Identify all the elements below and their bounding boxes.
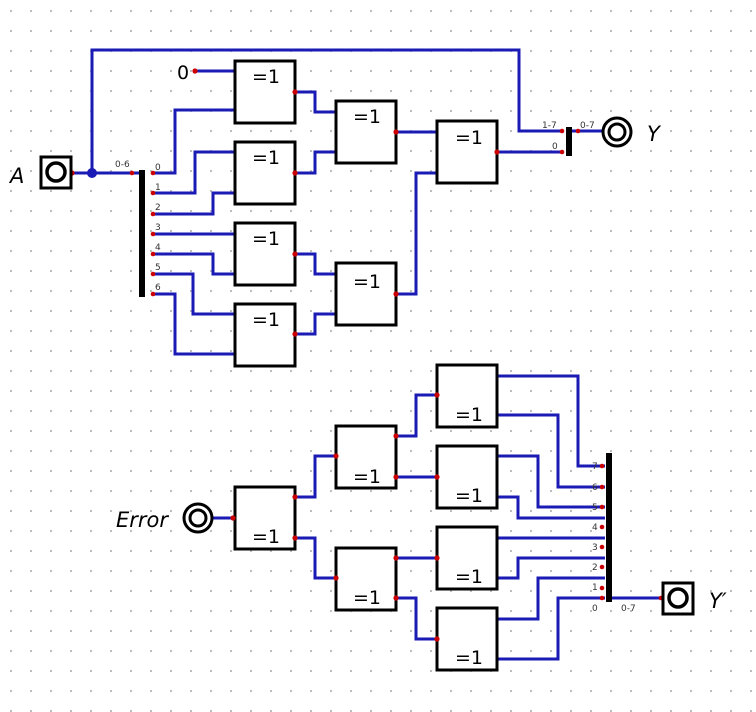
wire-bit-6 bbox=[153, 292, 234, 356]
xor-gate[interactable] bbox=[435, 444, 499, 510]
wire-g3-g6 bbox=[295, 252, 336, 276]
xor-gate[interactable] bbox=[334, 261, 398, 327]
combiner-pin-label: 6 bbox=[592, 483, 598, 493]
splitter-pin-label: 0 bbox=[155, 163, 161, 173]
xor-gate-label: =1 bbox=[353, 466, 381, 488]
combiner-pin-label: 1 bbox=[592, 583, 598, 593]
xor-gate[interactable] bbox=[233, 485, 297, 551]
combiner-y-out-label: 0-7 bbox=[580, 121, 595, 131]
xor-gate-label: =1 bbox=[455, 404, 483, 426]
wire-g1-g5 bbox=[295, 90, 336, 114]
input-pin-a[interactable] bbox=[39, 155, 73, 190]
xor-gate-label: =1 bbox=[252, 526, 280, 548]
xor-gate-label: =1 bbox=[353, 106, 381, 128]
wire-c2 bbox=[497, 556, 605, 580]
xor-gate[interactable] bbox=[435, 119, 499, 185]
wire-gb2-gb4 bbox=[396, 393, 437, 438]
wire-g2-g5 bbox=[295, 150, 336, 175]
xor-gate-label: =1 bbox=[353, 587, 381, 609]
combiner-pin-label: 2 bbox=[592, 563, 598, 573]
splitter-pin-label: 2 bbox=[155, 203, 161, 213]
wire-c1 bbox=[497, 576, 605, 621]
wire-bit-2 bbox=[153, 191, 234, 216]
wire-c4 bbox=[497, 495, 605, 520]
combiner-bottom-out-label: 0-7 bbox=[621, 604, 636, 614]
wire-gb1-gb2 bbox=[295, 454, 336, 499]
combiner-pin-label: 7 bbox=[592, 462, 598, 472]
probe-error-label: Error bbox=[116, 508, 169, 532]
splitter-pin-label: 5 bbox=[155, 263, 161, 273]
splitter-0-6[interactable]: 0-6 0 1 2 3 4 5 6 bbox=[115, 160, 161, 297]
xor-gate-label: =1 bbox=[455, 647, 483, 669]
wire-bit-1 bbox=[153, 150, 234, 195]
wires bbox=[72, 48, 662, 661]
xor-gate-labels: =1 =1 =1 =1 =1 =1 =1 =1 =1 =1 =1 =1 =1 =… bbox=[252, 66, 483, 669]
xor-gate[interactable] bbox=[435, 363, 499, 429]
xor-gate-label: =1 bbox=[252, 66, 280, 88]
xor-gate[interactable] bbox=[435, 525, 499, 591]
xor-gate-label: =1 bbox=[353, 271, 381, 293]
combiner-bottom-pin-labels: 7 6 5 4 3 2 1 0 bbox=[592, 462, 598, 614]
wire-c6 bbox=[497, 413, 605, 489]
splitter-pin-label: 4 bbox=[155, 243, 161, 253]
probe-error[interactable] bbox=[182, 502, 214, 534]
splitter-pin-label: 1 bbox=[155, 183, 161, 193]
combiner-y[interactable]: 1-7 0 0-7 bbox=[542, 121, 595, 156]
double-ring-output-pin-icon bbox=[601, 116, 633, 148]
combiner-bottom[interactable]: 7 6 5 4 3 2 1 0 0-7 bbox=[592, 453, 636, 614]
wire-junction-dot bbox=[87, 168, 97, 178]
xor-gate[interactable] bbox=[233, 221, 297, 287]
xor-gates bbox=[233, 59, 499, 672]
xor-gate-label: =1 bbox=[252, 228, 280, 250]
xor-gate[interactable] bbox=[334, 424, 398, 490]
xor-gate-label: =1 bbox=[252, 309, 280, 331]
xor-gate-label: =1 bbox=[455, 127, 483, 149]
splitter-pin-labels: 0 1 2 3 4 5 6 bbox=[155, 163, 161, 293]
output-y-prime-label: Y′ bbox=[709, 589, 727, 613]
wire-c5 bbox=[497, 454, 605, 509]
wire-g6-g7 bbox=[396, 171, 437, 296]
output-y-label: Y bbox=[647, 122, 662, 146]
xor-gate-label: =1 bbox=[455, 566, 483, 588]
pin-dots bbox=[69, 68, 664, 642]
xor-gate-label: =1 bbox=[455, 485, 483, 507]
output-pin-y[interactable] bbox=[601, 116, 633, 148]
combiner-y-lower-label: 0 bbox=[552, 142, 558, 152]
input-a-label: A bbox=[8, 164, 24, 188]
wire-a-loop bbox=[90, 48, 562, 173]
output-pin-y-prime[interactable] bbox=[661, 581, 695, 616]
wire-bit-0 bbox=[153, 108, 234, 175]
splitter-bus-label: 0-6 bbox=[115, 160, 130, 170]
combiner-pin-label: 5 bbox=[592, 503, 598, 513]
splitter-pin-label: 6 bbox=[155, 283, 161, 293]
wire-c0 bbox=[497, 596, 605, 661]
double-ring-probe-icon bbox=[182, 502, 214, 534]
wire-gb3-gb7 bbox=[396, 596, 437, 641]
combiner-pin-label: 4 bbox=[592, 523, 598, 533]
wire-g4-g6 bbox=[295, 312, 336, 336]
combiner-y-upper-label: 1-7 bbox=[542, 121, 557, 131]
combiner-pin-label: 0 bbox=[592, 604, 598, 614]
xor-gate[interactable] bbox=[334, 99, 398, 165]
splitter-pin-label: 3 bbox=[155, 223, 161, 233]
xor-gate-label: =1 bbox=[252, 147, 280, 169]
combiner-pin-label: 3 bbox=[592, 543, 598, 553]
xor-gate[interactable] bbox=[233, 59, 297, 125]
wire-bit-4 bbox=[153, 252, 234, 276]
constant-zero[interactable]: 0 bbox=[177, 62, 189, 84]
wire-bit-5 bbox=[153, 272, 234, 316]
xor-gate[interactable] bbox=[233, 140, 297, 206]
wire-c7 bbox=[497, 374, 605, 468]
wire-gb1-gb3 bbox=[295, 536, 336, 580]
